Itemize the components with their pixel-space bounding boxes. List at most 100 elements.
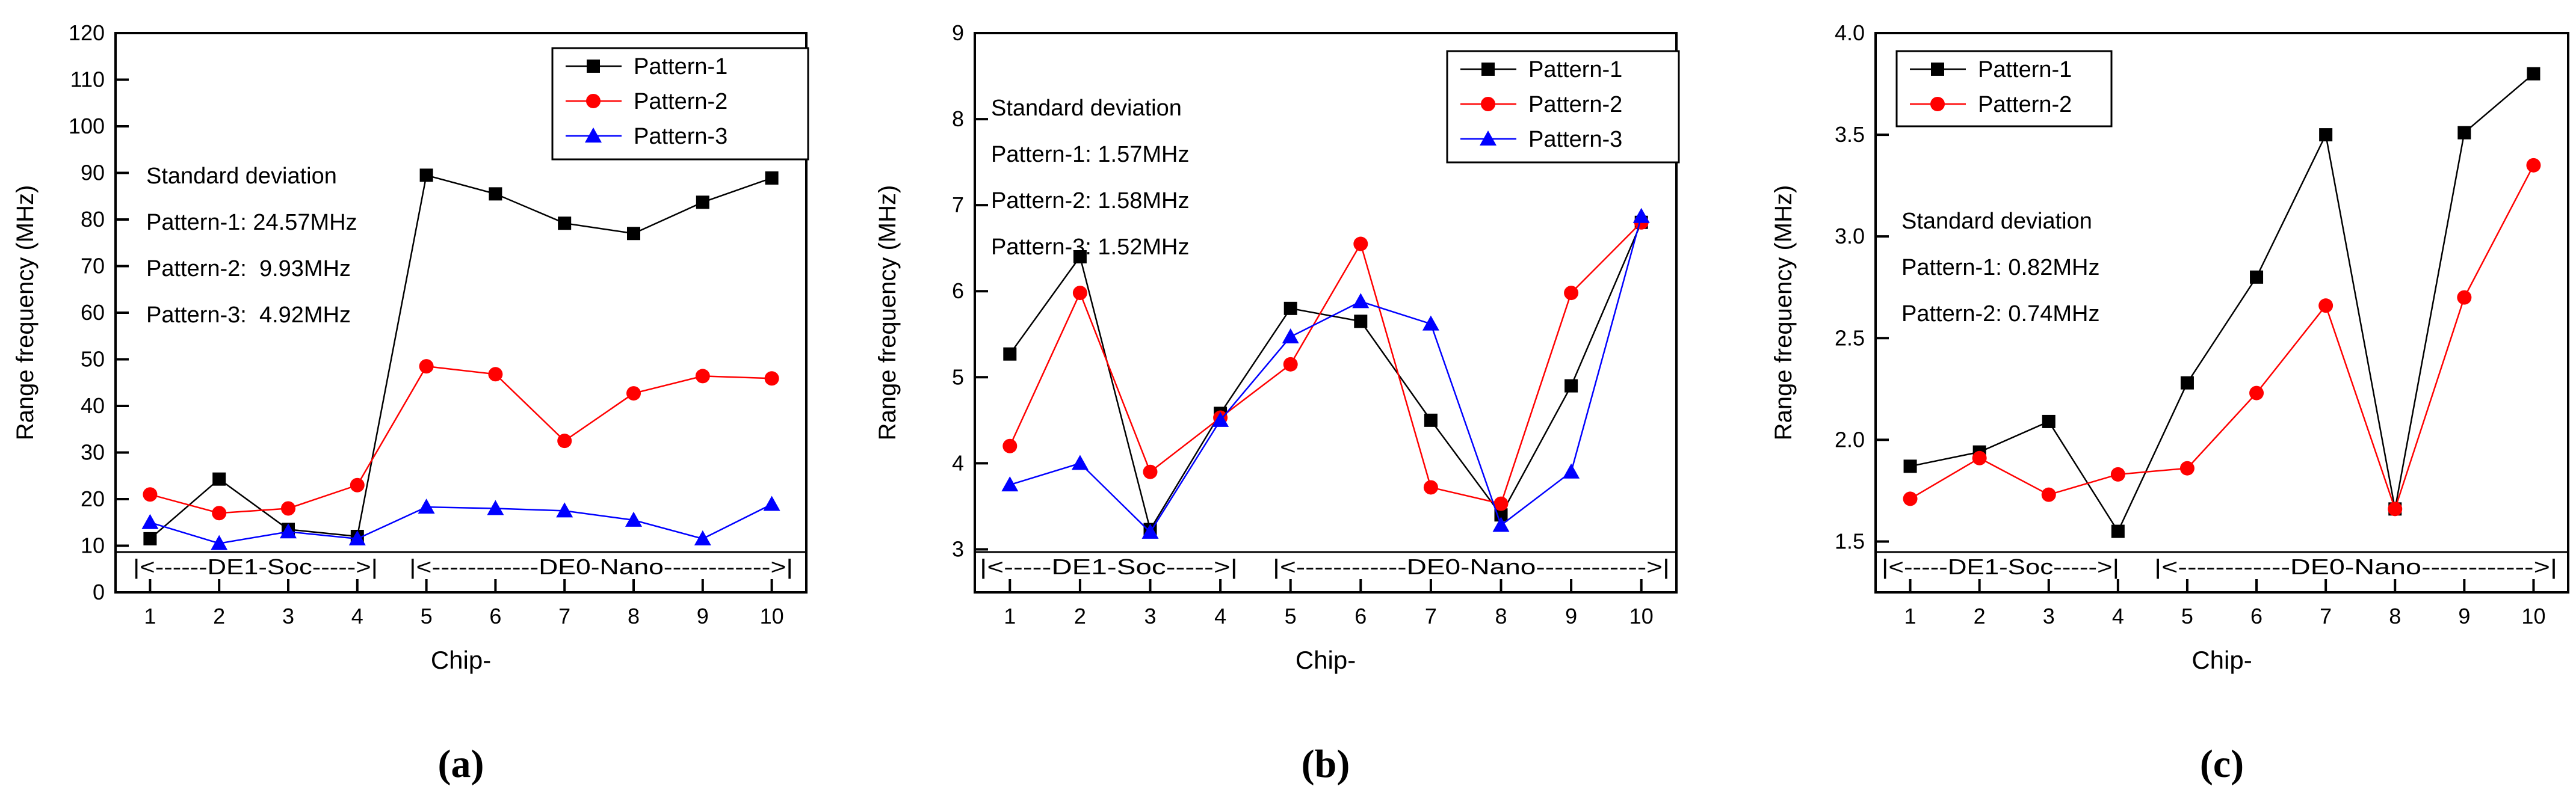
legend-label: Pattern-2	[634, 89, 727, 114]
series-line-pattern-3	[1009, 216, 1642, 533]
data-point	[763, 496, 780, 511]
x-tick-label: 9	[2458, 604, 2470, 628]
data-point	[626, 386, 641, 401]
data-point	[1903, 459, 1917, 473]
data-point	[627, 227, 640, 241]
data-point	[2111, 524, 2125, 538]
x-tick-label: 2	[1074, 604, 1086, 628]
y-axis-title: Range frequency (MHz)	[12, 185, 39, 441]
legend-marker	[1931, 63, 1944, 76]
data-point	[764, 371, 779, 386]
group-label: |<------------DE0-Nano------------>|	[409, 554, 793, 579]
x-tick-label: 1	[144, 604, 156, 628]
series-line-pattern-1	[149, 174, 773, 539]
legend-marker	[1481, 63, 1495, 76]
y-tick-label: 4	[952, 450, 964, 475]
data-point	[1564, 286, 1579, 301]
annotation-text: Pattern-3: 4.92MHz	[146, 302, 351, 328]
y-tick-label: 3.0	[1835, 224, 1865, 248]
x-tick-label: 1	[1904, 604, 1917, 628]
x-tick-label: 5	[2181, 604, 2193, 628]
x-tick-label: 1	[1004, 604, 1016, 628]
annotation-text: Pattern-2: 0.74MHz	[1901, 301, 2099, 327]
x-tick-label: 3	[2043, 604, 2055, 628]
data-point	[2041, 487, 2056, 502]
y-tick-label: 3.5	[1835, 122, 1865, 147]
data-point	[489, 187, 502, 201]
annotation-text: Pattern-2: 1.58MHz	[991, 188, 1189, 213]
data-point	[1972, 450, 1987, 465]
annotation-text: Pattern-1: 0.82MHz	[1901, 255, 2099, 280]
data-point	[2388, 502, 2403, 517]
x-tick-label: 10	[760, 604, 784, 628]
x-tick-label: 2	[1974, 604, 1986, 628]
data-point	[1282, 328, 1299, 344]
data-point	[2318, 298, 2334, 313]
chart-panel-2: 3 4 5 6 7 8 9 1 2 3 4 5 6 7 8 9 10 Chip- Range frequency (…	[874, 20, 1680, 786]
panel-caption: (c)	[2200, 742, 2244, 786]
legend-marker	[586, 94, 601, 108]
data-point	[556, 502, 573, 518]
data-point	[419, 168, 433, 182]
data-point	[1903, 491, 1918, 506]
y-tick-label: 0	[93, 580, 105, 604]
y-tick-label: 40	[81, 393, 105, 418]
x-tick-label: 7	[558, 604, 570, 628]
y-tick-label: 110	[70, 67, 105, 92]
data-point	[211, 535, 228, 550]
x-tick-label: 8	[628, 604, 640, 628]
x-tick-label: 3	[282, 604, 294, 628]
legend-label: Pattern-2	[1528, 92, 1622, 117]
data-point	[487, 500, 504, 515]
x-tick-label: 4	[2112, 604, 2124, 628]
x-axis-title: Chip-	[1296, 646, 1356, 674]
x-tick-label: 8	[2389, 604, 2401, 628]
data-point	[695, 369, 710, 384]
group-label: |<------------DE0-Nano------------>|	[2154, 554, 2557, 579]
legend-label: Pattern-2	[1978, 92, 2072, 117]
y-tick-label: 3	[952, 536, 964, 561]
data-point	[696, 195, 709, 209]
x-tick-label: 7	[1425, 604, 1437, 628]
y-tick-label: 9	[952, 20, 964, 45]
data-point	[1493, 496, 1509, 511]
legend-marker	[585, 127, 602, 143]
x-tick-label: 6	[1354, 604, 1367, 628]
data-point	[350, 477, 365, 493]
data-point	[141, 514, 159, 529]
series-line-pattern-1	[1009, 222, 1642, 532]
chart-panel-3: 1.5 2.0 2.5 3.0 3.5 4.0 1 2 3 4 5 6 7 8 9 10 Chip- Range …	[1770, 20, 2569, 786]
plot-frame	[1874, 32, 2569, 594]
y-tick-label: 7	[952, 192, 964, 217]
data-point	[1494, 508, 1508, 522]
data-point	[2250, 270, 2264, 284]
y-tick-label: 60	[81, 300, 105, 325]
data-point	[1424, 413, 1438, 427]
legend-label: Pattern-3	[1528, 127, 1622, 152]
y-tick-label: 90	[81, 161, 105, 185]
data-point	[2180, 376, 2194, 390]
data-point	[1071, 455, 1089, 470]
x-tick-label: 2	[213, 604, 225, 628]
data-point	[419, 359, 434, 374]
annotation-text: Standard deviation	[1901, 209, 2092, 234]
data-point	[1422, 315, 1439, 331]
group-label: |<------------DE0-Nano------------>|	[1273, 554, 1670, 579]
series-line-pattern-2	[1909, 165, 2534, 512]
annotation-text: Pattern-1: 1.57MHz	[991, 142, 1189, 167]
x-tick-label: 6	[489, 604, 501, 628]
annotation-text: Pattern-3: 1.52MHz	[991, 235, 1189, 260]
data-point	[625, 511, 642, 527]
legend-marker	[587, 60, 600, 73]
data-point	[488, 367, 503, 382]
data-point	[2526, 158, 2541, 173]
x-tick-label: 5	[1285, 604, 1297, 628]
y-tick-label: 10	[81, 533, 105, 558]
data-point	[1212, 411, 1229, 427]
data-point	[558, 216, 572, 230]
data-point	[1352, 293, 1370, 308]
data-point	[143, 532, 157, 545]
data-point	[2110, 467, 2125, 482]
y-tick-label: 70	[81, 254, 105, 278]
